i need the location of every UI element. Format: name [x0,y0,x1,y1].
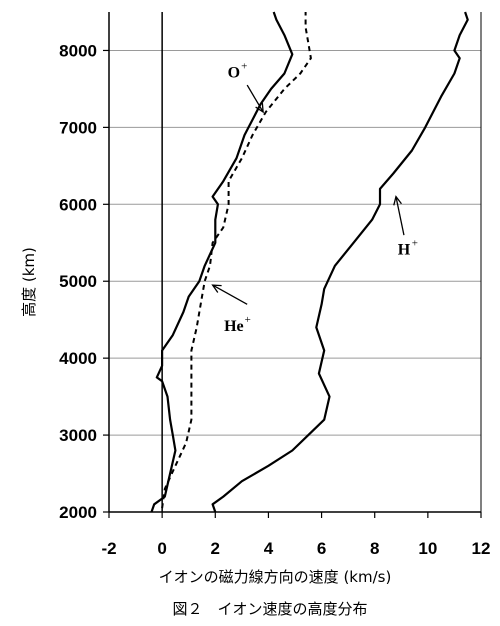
series-label-superscript: + [245,314,251,326]
y-tick-label: 5000 [59,272,97,291]
series-line-he [161,12,312,509]
x-tick-label: 12 [472,539,491,558]
y-tick-label: 7000 [59,118,97,137]
annotation-arrowhead [211,284,222,293]
series-annotations: O +He +H + [211,60,418,335]
axes [108,12,482,513]
gridlines [109,49,481,436]
annotation-arrowhead [255,102,264,114]
series-line-o [150,11,294,513]
annotation-arrow [212,284,248,305]
series-label-superscript: + [412,237,418,249]
y-axis-title: 高度 (km) [20,247,38,317]
x-tick-labels: -2 0 2 4 6 8 10 12 [101,512,490,558]
annotation-arrow [246,84,264,113]
x-tick-label: 4 [264,539,274,558]
x-tick-label: 0 [157,539,166,558]
y-tick-labels: 2000 3000 4000 5000 6000 7000 8000 [59,41,109,522]
y-tick-label: 2000 [59,503,97,522]
figure-caption: 図２ イオン速度の高度分布 [172,600,367,618]
x-tick-label: 10 [418,539,437,558]
series-label-o: O [228,64,240,81]
x-tick-label: 2 [211,539,220,558]
series-label-superscript: + [241,60,247,72]
x-tick-label: 6 [317,539,326,558]
y-tick-label: 3000 [59,426,97,445]
annotation-arrow [395,196,405,236]
annotation-arrowhead [393,195,402,206]
x-axis-title: イオンの磁力線方向の速度 (km/s) [159,568,392,586]
y-tick-label: 8000 [59,41,97,60]
y-tick-label: 4000 [59,349,97,368]
x-tick-label: 8 [370,539,379,558]
series-label-h: H [398,241,411,258]
series-line-h [211,11,469,513]
x-tick-label: -2 [101,539,116,558]
y-tick-label: 6000 [59,195,97,214]
series-label-he: He [224,318,244,335]
series-lines [150,11,469,513]
